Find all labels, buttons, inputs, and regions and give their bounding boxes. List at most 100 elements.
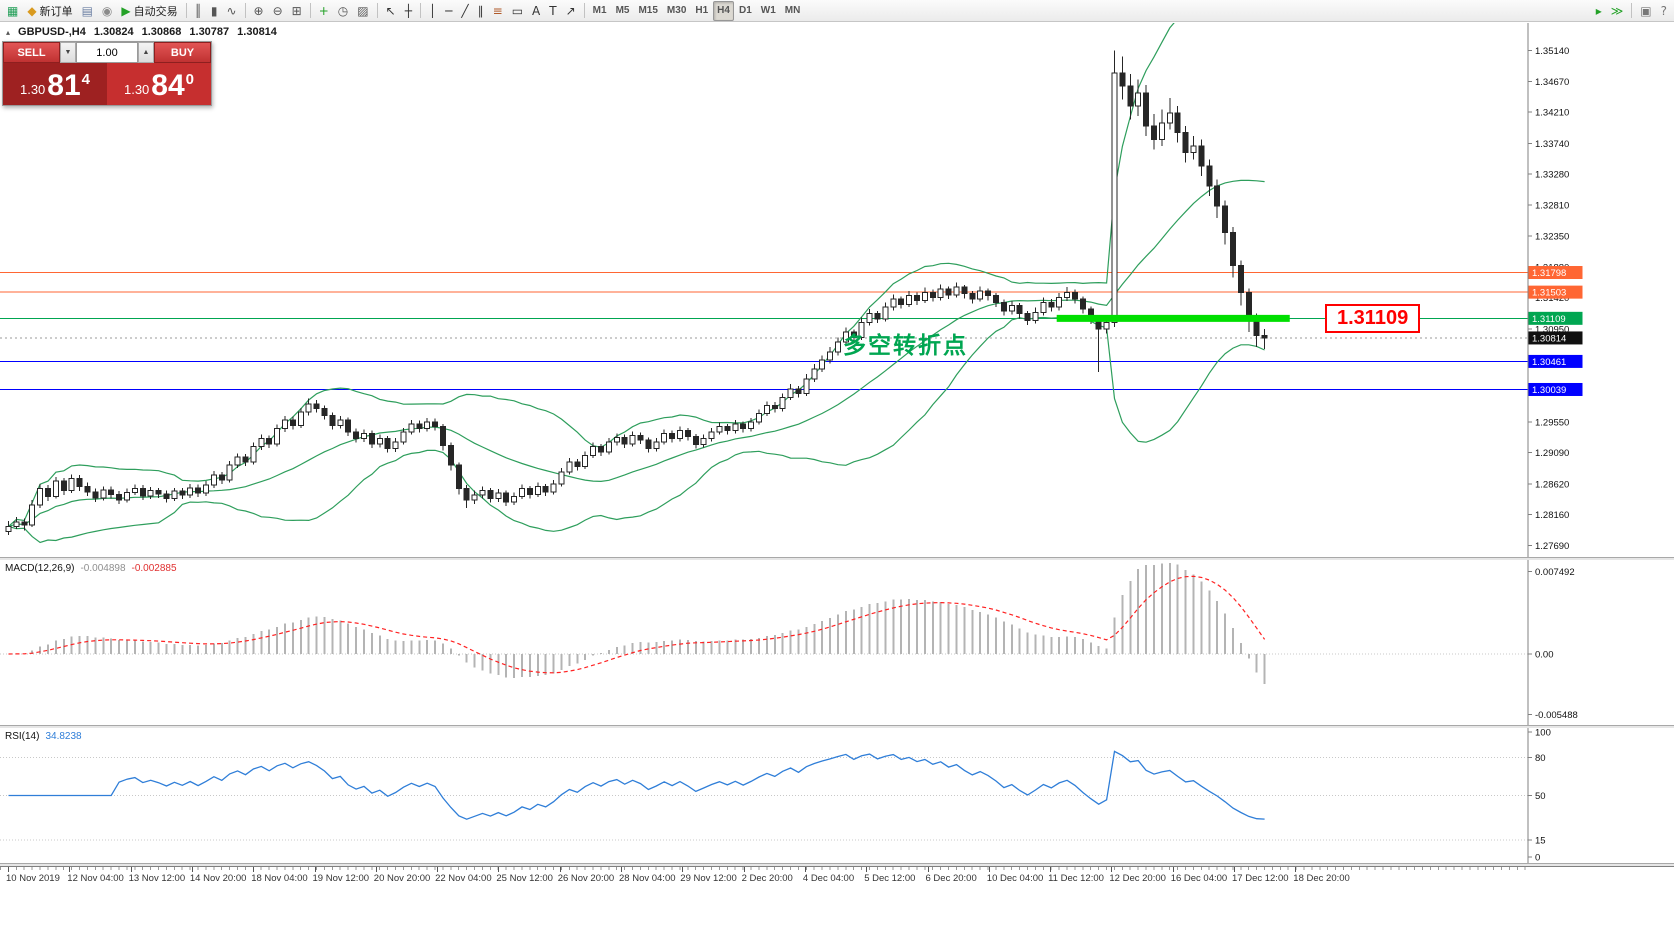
terminal-icon[interactable]: ▦ bbox=[3, 1, 22, 21]
time-tick bbox=[927, 867, 929, 872]
zoom-in-button[interactable]: ⊕ bbox=[250, 1, 268, 21]
vertical-line-button[interactable]: │ bbox=[425, 1, 440, 21]
candle bbox=[440, 426, 446, 446]
sell-button[interactable]: SELL bbox=[3, 42, 60, 63]
terminal-icon-icon: ▦ bbox=[7, 3, 19, 18]
tf-h4-button[interactable]: H4 bbox=[713, 0, 734, 21]
tf-d1-button[interactable]: D1 bbox=[735, 1, 756, 21]
new-order-button[interactable]: ◆ 新订单 bbox=[23, 1, 76, 21]
bollinger-upper-band[interactable] bbox=[8, 23, 1265, 527]
candle bbox=[92, 491, 99, 499]
periods-button[interactable]: ◷ bbox=[334, 1, 352, 21]
templates-button[interactable]: ▨ bbox=[353, 1, 372, 21]
channel-button[interactable]: ∥ bbox=[474, 1, 488, 21]
tf-m1-button[interactable]: M1 bbox=[589, 1, 611, 21]
candle bbox=[621, 436, 628, 445]
time-tick bbox=[375, 867, 377, 872]
tf-m5-button-label: M5 bbox=[615, 5, 630, 16]
time-tick bbox=[314, 867, 316, 872]
buy-button[interactable]: BUY bbox=[154, 42, 211, 63]
tf-m15-button[interactable]: M15 bbox=[634, 1, 661, 21]
volume-increase-button[interactable]: ▲ bbox=[138, 42, 154, 63]
crosshair-button[interactable]: ┼ bbox=[401, 1, 416, 21]
bar-open-value: 1.30824 bbox=[93, 26, 134, 38]
tf-h1-button[interactable]: H1 bbox=[691, 1, 712, 21]
bollinger-lower-band[interactable] bbox=[8, 316, 1265, 544]
rsi-tick-label: 15 bbox=[1535, 835, 1546, 846]
volume-decrease-button[interactable]: ▼ bbox=[60, 42, 76, 63]
candle bbox=[771, 404, 778, 410]
cursor-button[interactable]: ↖ bbox=[382, 1, 400, 21]
candle bbox=[945, 288, 952, 296]
buy-price-display[interactable]: 1.30 84 0 bbox=[107, 63, 211, 105]
arrows-button[interactable]: ↗ bbox=[562, 1, 580, 21]
candle bbox=[1198, 145, 1205, 167]
volume-input[interactable] bbox=[76, 42, 138, 63]
candle bbox=[590, 446, 597, 456]
line-chart-button[interactable]: ∿ bbox=[222, 1, 240, 21]
time-tick bbox=[69, 867, 71, 872]
auto-scroll-button[interactable]: ≫ bbox=[1607, 1, 1628, 21]
candle bbox=[203, 484, 209, 494]
tf-mn-button[interactable]: MN bbox=[781, 1, 805, 21]
candle bbox=[84, 486, 91, 493]
price-level-flag[interactable]: 1.31109 bbox=[1325, 304, 1421, 333]
candle bbox=[724, 426, 731, 432]
data-window-button[interactable]: ◉ bbox=[98, 1, 116, 21]
tile-windows-button[interactable]: ⊞ bbox=[288, 1, 306, 21]
candle bbox=[282, 419, 288, 430]
bollinger-middle-band[interactable] bbox=[8, 179, 1265, 527]
candle bbox=[171, 490, 178, 499]
help-button[interactable]: ? bbox=[1657, 1, 1671, 21]
candle bbox=[716, 426, 723, 433]
shapes-button[interactable]: ▭ bbox=[508, 1, 527, 21]
candlestick-chart-button[interactable]: ▮ bbox=[207, 1, 222, 21]
tf-w1-button[interactable]: W1 bbox=[757, 1, 780, 21]
macd-pane[interactable]: 0.007492 0.00 -0.005488 bbox=[0, 560, 1674, 725]
pane-splitter-rsi[interactable] bbox=[0, 725, 1674, 728]
candle bbox=[1032, 311, 1039, 321]
indicators-button[interactable]: + bbox=[315, 1, 333, 21]
fibonacci-icon: ≡ bbox=[492, 3, 503, 18]
window-list-button[interactable]: ▣ bbox=[1636, 1, 1655, 21]
macd-signal-value: -0.002885 bbox=[131, 563, 177, 574]
candle bbox=[566, 461, 573, 473]
rsi-pane[interactable]: 100 80 50 15 0 bbox=[0, 728, 1674, 863]
candle bbox=[1048, 301, 1055, 308]
candle bbox=[447, 444, 454, 466]
candle bbox=[1056, 297, 1063, 308]
tf-m5-button[interactable]: M5 bbox=[612, 1, 634, 21]
autotrading-button[interactable]: ▶ 自动交易 bbox=[117, 1, 181, 21]
bar-chart-button[interactable]: ║ bbox=[191, 1, 206, 21]
zoom-out-button[interactable]: ⊖ bbox=[269, 1, 287, 21]
pane-splitter-macd[interactable] bbox=[0, 557, 1674, 560]
candle bbox=[1190, 145, 1197, 154]
chart-profiles-icon: ▤ bbox=[81, 3, 93, 18]
toolbar-separator bbox=[1631, 3, 1633, 18]
toolbar-separator bbox=[309, 3, 311, 18]
turning-point-annotation[interactable]: 多空转折点 bbox=[843, 332, 968, 358]
price-level-badge-label: 1.31503 bbox=[1532, 288, 1566, 299]
data-window-icon: ◉ bbox=[101, 3, 113, 18]
time-axis[interactable]: 10 Nov 2019 12 Nov 04:00 13 Nov 12:00 14 No… bbox=[0, 866, 1674, 944]
candle bbox=[732, 423, 739, 432]
candle bbox=[266, 438, 273, 445]
chart-shift-button[interactable]: ▸ bbox=[1592, 1, 1606, 21]
sell-price-display[interactable]: 1.30 81 4 bbox=[3, 63, 107, 105]
text-button[interactable]: A bbox=[528, 1, 544, 21]
trendline-button[interactable]: ╱ bbox=[457, 1, 472, 21]
candle bbox=[1206, 165, 1213, 187]
candle bbox=[13, 521, 20, 527]
tf-m30-button[interactable]: M30 bbox=[663, 1, 690, 21]
chart-profiles-button[interactable]: ▤ bbox=[78, 1, 97, 21]
candle bbox=[400, 431, 407, 443]
time-tick bbox=[1295, 867, 1297, 872]
label-button[interactable]: T bbox=[545, 1, 560, 21]
candle bbox=[882, 306, 889, 320]
fibonacci-button[interactable]: ≡ bbox=[489, 1, 507, 21]
time-tick bbox=[1234, 867, 1235, 872]
horizontal-line-button[interactable]: ─ bbox=[441, 1, 456, 21]
main-chart[interactable]: 1.35140 1.34670 1.34210 1.33740 1.33280 1.328… bbox=[0, 23, 1674, 557]
zoom-in-icon: ⊕ bbox=[253, 3, 264, 18]
candle bbox=[898, 298, 905, 305]
